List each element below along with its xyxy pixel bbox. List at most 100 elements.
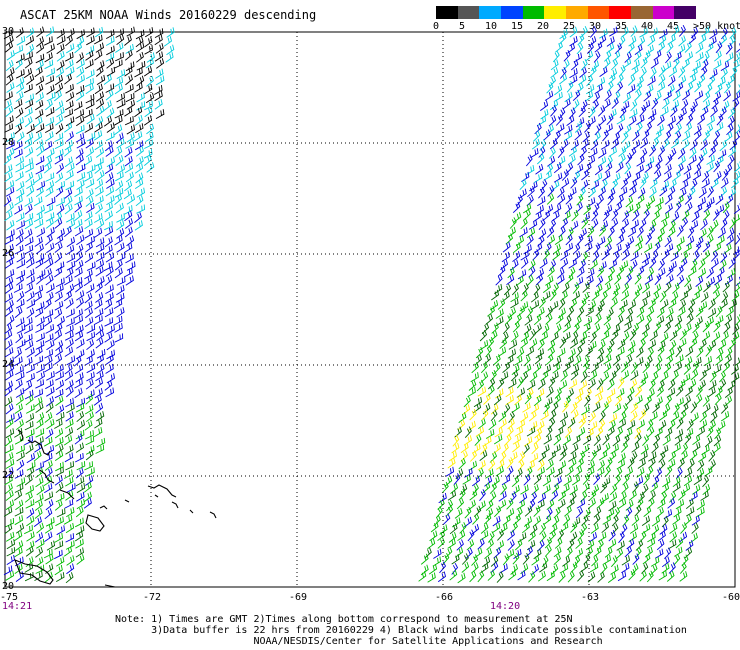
wind-barb: [547, 185, 555, 197]
wind-barb: [45, 26, 55, 37]
wind-barb: [507, 348, 516, 359]
wind-barb: [714, 427, 722, 440]
wind-barb: [74, 42, 83, 54]
wind-barb: [588, 186, 596, 198]
wind-barb: [689, 337, 698, 349]
wind-barb: [156, 58, 165, 69]
wind-barb: [46, 226, 55, 238]
wind-barb: [618, 146, 627, 157]
wind-barb: [14, 515, 24, 526]
wind-barb: [66, 403, 75, 414]
wind-barb: [6, 299, 14, 311]
wind-barb: [713, 130, 721, 142]
wind-barb: [104, 163, 114, 174]
wind-barb: [646, 538, 656, 549]
wind-barb: [502, 514, 511, 526]
wind-barb: [654, 427, 663, 438]
wind-barb: [497, 346, 507, 357]
wind-barb: [661, 562, 670, 574]
wind-barb: [36, 180, 46, 191]
wind-barb: [114, 267, 123, 279]
wind-barb: [420, 553, 429, 565]
wind-barb: [84, 292, 93, 304]
wind-barb: [83, 108, 93, 119]
wind-barb: [24, 219, 34, 230]
wind-barb: [606, 36, 615, 47]
wind-barb: [704, 466, 713, 477]
wind-barb: [124, 146, 133, 158]
wind-barb: [700, 291, 709, 303]
wind-barb: [14, 204, 23, 215]
wind-barb: [75, 402, 85, 413]
wind-barb: [658, 258, 665, 271]
wind-barb: [520, 257, 529, 269]
wind-barb: [676, 274, 685, 287]
wind-barb: [498, 418, 507, 430]
wind-barb: [566, 388, 575, 400]
wind-barb: [65, 444, 74, 455]
wind-barb: [16, 290, 25, 302]
wind-barb: [600, 290, 608, 303]
wind-barb: [477, 570, 485, 583]
wind-barb: [5, 403, 14, 415]
wind-barb: [84, 211, 93, 222]
wind-barb: [26, 43, 35, 55]
wind-barb: [634, 546, 642, 559]
wind-barb: [14, 411, 23, 423]
wind-barb: [135, 36, 144, 48]
wind-barb: [643, 90, 652, 102]
wind-barb: [691, 331, 699, 343]
wind-barb: [3, 29, 13, 40]
wind-barb: [575, 345, 583, 358]
wind-barb: [668, 562, 676, 574]
wind-barb: [576, 457, 584, 469]
wind-barb: [103, 261, 113, 272]
wind-barb: [621, 555, 631, 566]
wind-barb: [647, 339, 656, 350]
wind-barb: [642, 323, 650, 335]
wind-barb: [530, 300, 540, 311]
wind-barb: [124, 106, 133, 117]
wind-barb: [540, 370, 549, 382]
wind-barb: [95, 116, 104, 127]
wind-barb: [491, 289, 500, 301]
wind-barb: [611, 514, 619, 527]
wind-barb: [36, 227, 45, 238]
wind-barb: [588, 489, 597, 501]
wind-barb: [628, 531, 637, 542]
wind-barb: [664, 547, 672, 560]
wind-barb: [564, 124, 573, 135]
wind-barb: [154, 34, 163, 46]
wind-barb: [722, 281, 730, 293]
wind-barb: [665, 394, 673, 407]
wind-barb: [124, 210, 133, 222]
colorbar-label: 40: [641, 21, 654, 32]
wind-barb: [55, 100, 64, 111]
wind-barb: [686, 418, 694, 431]
wind-barb: [715, 354, 723, 366]
wind-barb: [526, 426, 536, 437]
wind-barb: [591, 218, 599, 231]
wind-barb: [522, 443, 530, 455]
wind-barb: [463, 435, 473, 446]
wind-barb: [4, 523, 13, 535]
wind-barb: [94, 388, 103, 399]
wind-barb: [124, 155, 133, 167]
wind-barb: [676, 265, 684, 277]
wind-barb: [524, 314, 533, 326]
wind-barb: [115, 132, 124, 144]
wind-barb: [528, 410, 537, 422]
wind-barb: [115, 202, 124, 214]
wind-barb: [715, 194, 724, 205]
wind-barb: [619, 106, 627, 119]
colorbar-label: 10: [485, 21, 498, 32]
wind-barb: [104, 244, 113, 255]
wind-barb: [15, 394, 24, 406]
wind-barb: [560, 370, 568, 382]
wind-barb: [632, 139, 641, 151]
wind-barb: [719, 34, 728, 46]
latitude-label: 24: [2, 359, 15, 370]
wind-barb: [472, 513, 480, 525]
wind-barb: [600, 139, 610, 150]
wind-barb: [525, 346, 535, 357]
